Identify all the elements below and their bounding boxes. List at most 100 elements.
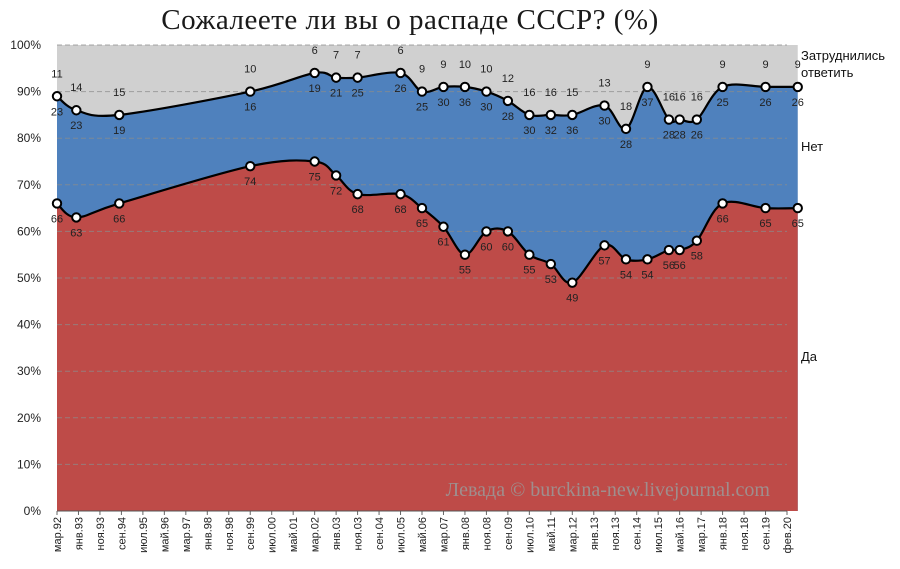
data-label-net: 37 bbox=[641, 97, 653, 109]
x-tick-label: янв.98 bbox=[202, 517, 214, 550]
marker-da bbox=[481, 226, 492, 237]
data-label-zatrudnilis: 11 bbox=[51, 68, 62, 80]
data-label-net: 25 bbox=[716, 97, 728, 109]
marker-da bbox=[51, 198, 63, 209]
data-label-net: 26 bbox=[792, 97, 804, 109]
marker-net bbox=[524, 109, 535, 121]
data-label-zatrudnilis: 13 bbox=[598, 78, 610, 90]
data-label-da: 58 bbox=[691, 251, 703, 263]
data-label-da: 68 bbox=[351, 204, 363, 216]
data-label-zatrudnilis: 10 bbox=[459, 59, 471, 71]
marker-net bbox=[481, 86, 492, 97]
x-tick-label: мар.92 bbox=[52, 517, 64, 552]
data-label-net: 23 bbox=[51, 106, 63, 118]
data-label-da: 56 bbox=[663, 260, 675, 272]
x-tick-label: сен.04 bbox=[374, 517, 386, 550]
x-tick-label: сен.99 bbox=[245, 517, 257, 550]
y-tick-label: 30% bbox=[17, 364, 41, 378]
x-tick-label: мар.12 bbox=[567, 517, 579, 552]
x-tick-label: июл.05 bbox=[396, 517, 408, 553]
x-tick-label: ноя.93 bbox=[95, 517, 107, 550]
x-tick-label: ноя.13 bbox=[610, 517, 622, 550]
x-tick-label: фев.20 bbox=[782, 517, 794, 553]
data-label-zatrudnilis: 18 bbox=[620, 101, 632, 113]
data-label-net: 28 bbox=[502, 111, 514, 123]
marker-net bbox=[245, 86, 256, 97]
data-label-net: 32 bbox=[545, 125, 557, 137]
data-label-zatrudnilis: 9 bbox=[762, 59, 768, 71]
data-label-zatrudnilis: 15 bbox=[566, 87, 578, 99]
data-label-da: 66 bbox=[51, 213, 63, 225]
data-label-net: 26 bbox=[691, 130, 703, 142]
data-label-da: 66 bbox=[113, 213, 125, 225]
marker-da bbox=[691, 235, 703, 246]
marker-da bbox=[330, 170, 342, 181]
marker-net bbox=[792, 81, 803, 93]
marker-da bbox=[642, 254, 653, 265]
data-label-da: 60 bbox=[480, 241, 492, 253]
data-label-da: 63 bbox=[70, 227, 82, 239]
x-tick-label: ноя.08 bbox=[481, 517, 493, 550]
marker-net bbox=[674, 114, 685, 125]
data-label-net: 23 bbox=[70, 120, 82, 132]
data-label-da: 75 bbox=[309, 172, 321, 184]
legend-zatrudnilis: Затруднились ответить bbox=[801, 48, 885, 80]
marker-da bbox=[438, 221, 449, 232]
data-label-net: 36 bbox=[459, 97, 471, 109]
data-label-da: 49 bbox=[566, 293, 578, 305]
marker-da bbox=[599, 240, 610, 251]
data-label-zatrudnilis: 6 bbox=[397, 45, 403, 57]
data-label-da: 55 bbox=[523, 265, 535, 277]
data-label-zatrudnilis: 10 bbox=[480, 64, 492, 76]
marker-da bbox=[459, 249, 471, 260]
data-label-net: 16 bbox=[244, 102, 256, 114]
data-label-net: 30 bbox=[437, 97, 449, 109]
data-label-zatrudnilis: 7 bbox=[333, 50, 339, 62]
marker-net bbox=[438, 81, 449, 93]
data-label-da: 68 bbox=[394, 204, 406, 216]
marker-net bbox=[545, 109, 557, 121]
x-tick-label: янв.08 bbox=[460, 517, 472, 550]
marker-da bbox=[245, 160, 256, 172]
x-tick-label: май.01 bbox=[288, 517, 300, 552]
marker-net bbox=[51, 91, 63, 102]
marker-net bbox=[620, 123, 632, 135]
data-label-net: 36 bbox=[566, 125, 578, 137]
legend-da: Да bbox=[801, 349, 818, 364]
x-tick-label: мар.07 bbox=[438, 517, 450, 552]
marker-da bbox=[352, 188, 363, 200]
data-label-net: 21 bbox=[330, 88, 342, 100]
x-tick-label: ноя.03 bbox=[353, 517, 365, 550]
data-label-da: 72 bbox=[330, 185, 342, 197]
marker-net bbox=[71, 105, 82, 116]
marker-net bbox=[599, 100, 610, 111]
marker-da bbox=[567, 277, 578, 288]
x-tick-label: май.96 bbox=[159, 517, 171, 552]
data-label-zatrudnilis: 6 bbox=[312, 45, 318, 57]
x-tick-label: мар.17 bbox=[696, 517, 708, 552]
data-label-da: 65 bbox=[792, 218, 804, 230]
data-label-net: 25 bbox=[416, 102, 428, 114]
marker-net bbox=[642, 81, 653, 93]
data-label-net: 26 bbox=[394, 83, 406, 95]
legend-net: Нет bbox=[801, 139, 823, 154]
marker-da bbox=[620, 254, 632, 265]
chart-title: Сожалеете ли вы о распаде СССР? (%) bbox=[161, 4, 659, 36]
x-tick-label: ноя.98 bbox=[224, 517, 236, 550]
watermark: Левада © burckina-new.livejournal.com bbox=[446, 479, 771, 501]
data-label-zatrudnilis: 9 bbox=[795, 59, 801, 71]
data-label-da: 55 bbox=[459, 265, 471, 277]
x-tick-label: янв.03 bbox=[331, 517, 343, 550]
data-label-zatrudnilis: 16 bbox=[663, 92, 675, 104]
marker-da bbox=[395, 188, 406, 200]
y-tick-label: 10% bbox=[17, 457, 41, 471]
data-label-da: 56 bbox=[674, 260, 686, 272]
data-label-zatrudnilis: 16 bbox=[674, 92, 686, 104]
data-label-zatrudnilis: 10 bbox=[244, 64, 256, 76]
x-tick-label: янв.93 bbox=[73, 517, 85, 550]
data-label-net: 25 bbox=[351, 88, 363, 100]
y-tick-label: 0% bbox=[24, 504, 42, 518]
x-tick-label: июл.10 bbox=[524, 517, 536, 553]
data-label-net: 30 bbox=[480, 102, 492, 114]
